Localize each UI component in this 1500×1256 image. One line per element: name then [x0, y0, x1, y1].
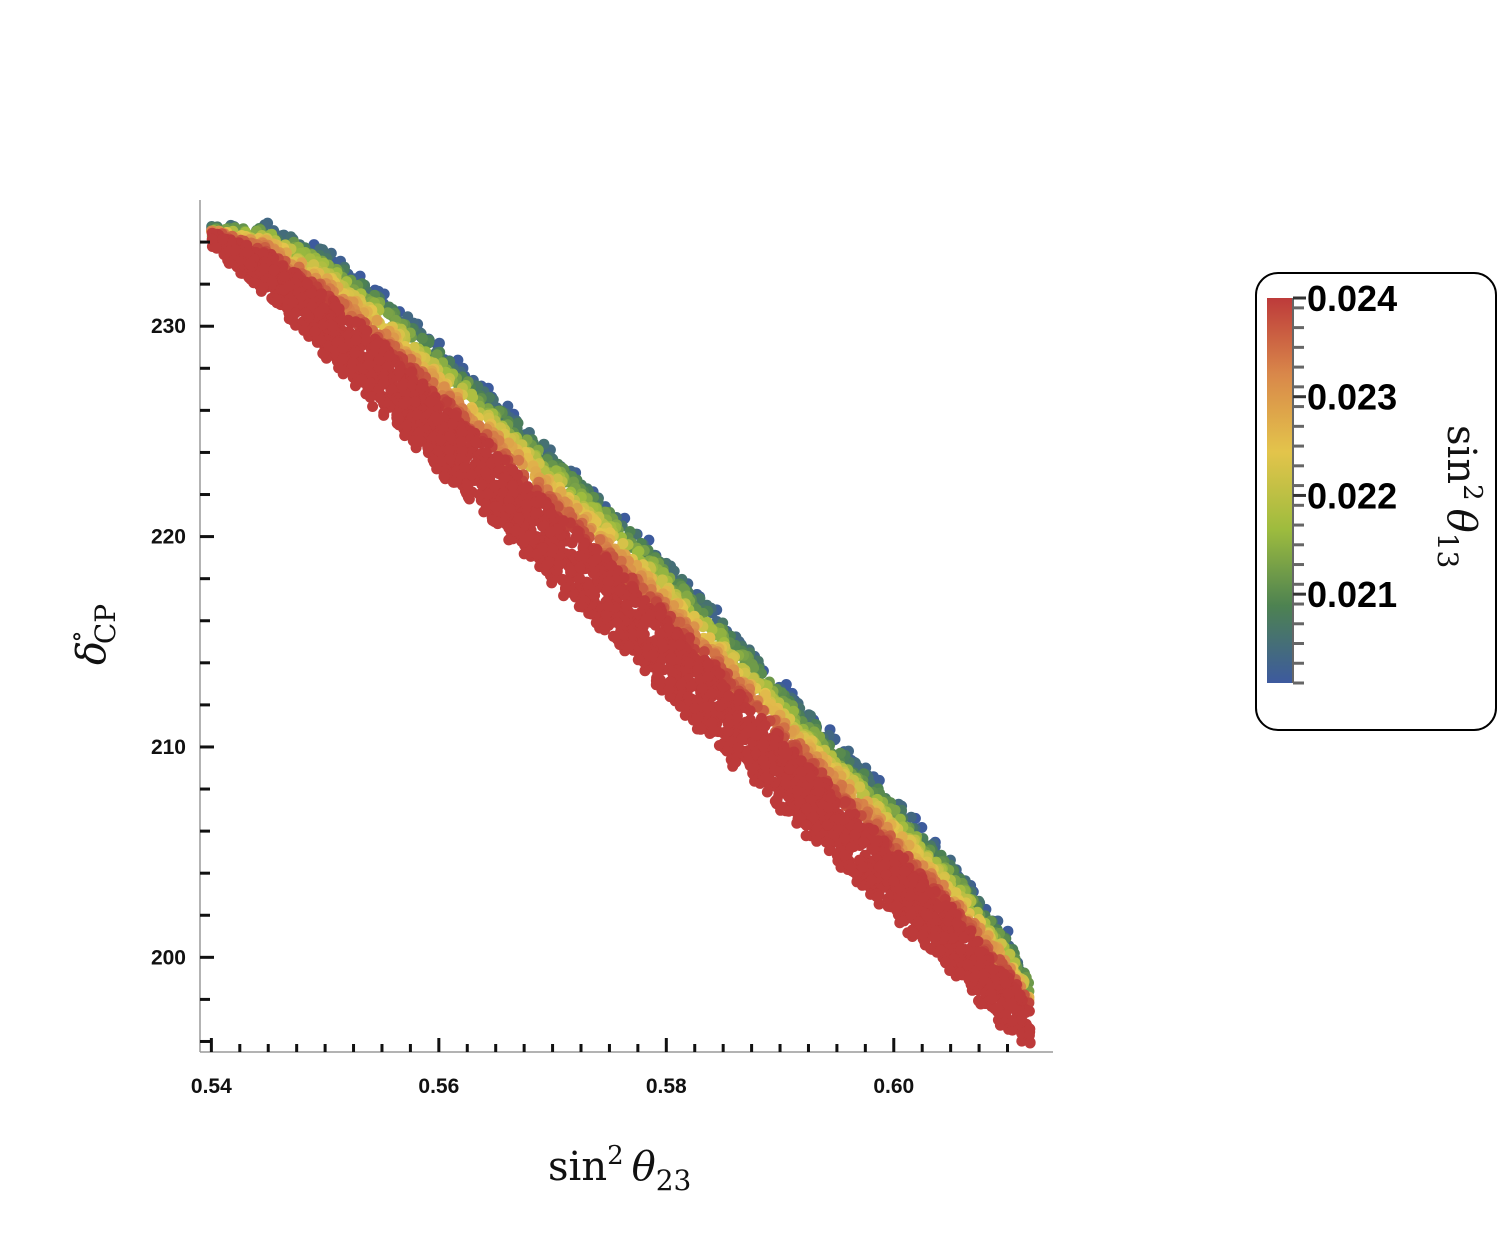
scatter-point — [480, 466, 491, 478]
scatter-point — [467, 391, 479, 403]
scatter-point — [433, 337, 445, 349]
scatter-point — [406, 366, 418, 378]
scatter-point — [373, 354, 385, 366]
scatter-point — [872, 891, 884, 903]
scatter-point — [638, 628, 650, 640]
scatter-point — [944, 965, 956, 976]
scatter-point — [435, 434, 447, 446]
scatter-point — [858, 836, 869, 848]
scatter-point — [675, 678, 687, 690]
scatter-point — [890, 900, 902, 912]
scatter-point — [416, 332, 428, 344]
scatter-point — [748, 662, 760, 674]
scatter-point — [722, 718, 734, 730]
scatter-point — [694, 593, 706, 604]
scatter-point — [438, 381, 450, 393]
scatter-point — [552, 523, 564, 535]
scatter-point — [382, 307, 394, 319]
scatter-point — [647, 649, 659, 661]
scatter-point — [599, 624, 611, 636]
scatter-point — [823, 801, 834, 813]
scatter-point — [714, 700, 726, 712]
scatter-point — [266, 276, 278, 288]
scatter-point — [652, 662, 664, 674]
scatter-point — [484, 392, 495, 403]
scatter-point — [611, 617, 623, 629]
scatter-point — [510, 525, 522, 537]
scatter-point — [907, 927, 919, 939]
scatter-point — [784, 763, 796, 775]
scatter-point — [800, 830, 812, 842]
scatter-point — [656, 574, 668, 586]
scatter-point — [367, 401, 379, 412]
scatter-point — [547, 543, 559, 555]
scatter-point — [513, 512, 525, 524]
scatter-point — [489, 516, 501, 528]
scatter-point — [545, 508, 557, 519]
scatter-point — [665, 652, 677, 664]
scatter-point — [336, 315, 348, 327]
scatter-point — [229, 244, 241, 256]
scatter-point — [456, 426, 468, 438]
scatter-point — [1000, 977, 1012, 989]
scatter-point — [331, 301, 342, 313]
scatter-point — [248, 277, 260, 289]
scatter-point — [374, 392, 386, 404]
scatter-point — [708, 724, 720, 736]
scatter-point — [396, 380, 408, 392]
scatter-point — [633, 653, 645, 665]
scatter-point — [759, 719, 771, 731]
scatter-point — [546, 577, 558, 589]
scatter-point — [854, 781, 866, 793]
scatter-point — [811, 835, 823, 847]
scatter-point — [513, 454, 525, 466]
scatter-point — [696, 682, 708, 694]
scatter-point — [744, 705, 756, 717]
scatter-point — [463, 493, 475, 505]
scatter-point — [617, 538, 629, 549]
scatter-point — [535, 496, 547, 508]
scatter-point — [462, 480, 474, 492]
scatter-point — [685, 681, 697, 693]
scatter-point — [905, 811, 917, 823]
scatter-point — [924, 943, 936, 954]
scatter-point — [512, 417, 524, 429]
scatter-point — [674, 700, 686, 712]
scatter-point — [972, 935, 984, 947]
scatter-point — [591, 543, 603, 555]
scatter-point — [524, 530, 536, 542]
scatter-point — [507, 464, 519, 476]
scatter-point — [337, 353, 349, 365]
scatter-point — [480, 447, 492, 459]
scatter-point — [839, 796, 851, 808]
scatter-point — [654, 628, 666, 640]
scatter-point — [674, 639, 686, 651]
scatter-point — [350, 334, 362, 346]
scatter-points — [206, 217, 1036, 1049]
scatter-point — [541, 559, 553, 571]
scatter-point — [834, 747, 846, 759]
scatter-point — [623, 640, 635, 652]
scatter-point — [371, 314, 383, 326]
scatter-point — [663, 622, 675, 634]
scatter-point — [594, 534, 606, 546]
scatter-point — [968, 971, 980, 983]
scatter-point — [695, 723, 707, 735]
scatter-point — [776, 801, 788, 813]
scatter-point — [933, 901, 945, 913]
scatter-point — [615, 555, 627, 567]
scatter-point — [422, 442, 434, 454]
scatter-point — [714, 668, 726, 680]
scatter-point — [715, 627, 727, 639]
scatter-point — [825, 792, 837, 804]
scatter-point — [279, 271, 290, 283]
scatter-point — [628, 582, 639, 594]
